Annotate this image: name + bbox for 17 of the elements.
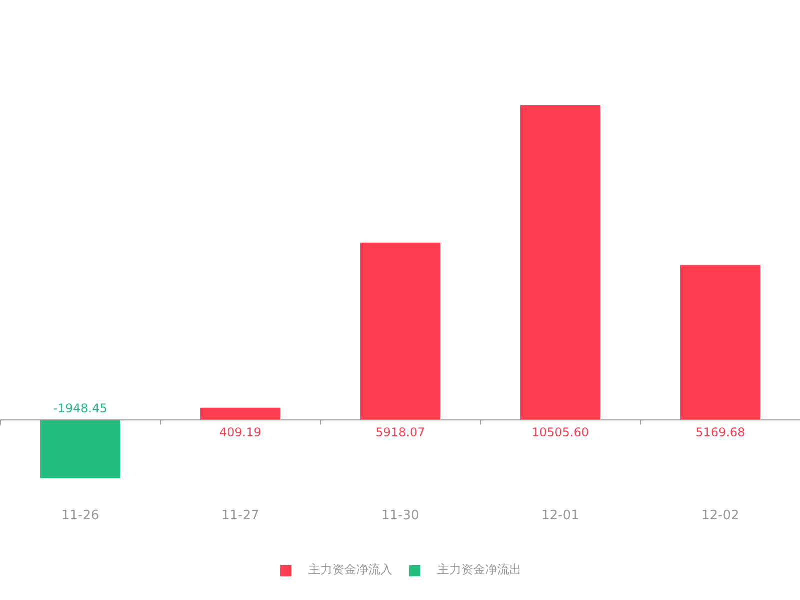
x-tick-label: 12-02 [702, 508, 740, 524]
bar [40, 420, 120, 478]
bar [680, 265, 760, 420]
data-label: 5169.68 [696, 426, 746, 440]
bar [360, 242, 440, 420]
legend-label: 主力资金净流入 [308, 562, 392, 578]
data-label: 10505.60 [532, 426, 590, 440]
bar [200, 408, 280, 420]
data-label: 5918.07 [376, 426, 426, 440]
legend-label: 主力资金净流出 [438, 562, 522, 578]
x-tick-label: 11-30 [382, 508, 420, 524]
data-label: -1948.45 [54, 402, 108, 416]
data-label: 409.19 [220, 426, 262, 440]
bar [520, 106, 600, 420]
x-tick-label: 12-01 [542, 508, 580, 524]
x-tick-label: 11-27 [222, 508, 260, 524]
x-tick-label: 11-26 [62, 508, 100, 524]
